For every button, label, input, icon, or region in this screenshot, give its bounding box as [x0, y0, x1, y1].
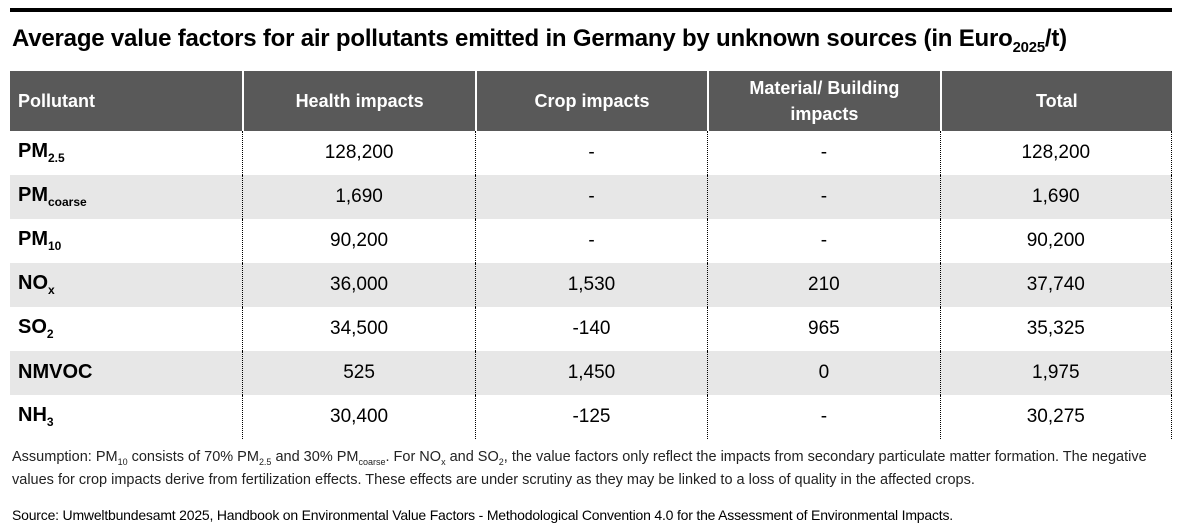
top-rule [10, 8, 1172, 12]
header-material-building-impacts: Material/ Building impacts [707, 70, 940, 131]
total-value: 1,975 [939, 350, 1172, 395]
pollutant-name: PM2.5 [18, 140, 65, 166]
total-value: 90,200 [939, 218, 1172, 263]
health-impacts-value: 30,400 [242, 394, 474, 439]
total-value: 37,740 [939, 262, 1172, 307]
total-value: 1,690 [939, 174, 1172, 219]
table-row-so2: SO2 34,500 -140 965 35,325 [10, 306, 1172, 351]
crop-impacts-value: - [474, 174, 708, 219]
table-row-pm10: PM10 90,200 - - 90,200 [10, 218, 1172, 263]
material-impacts-value: - [707, 130, 939, 175]
crop-impacts-value: -140 [474, 306, 707, 351]
total-value: 128,200 [939, 130, 1172, 175]
health-impacts-value: 525 [242, 350, 475, 395]
page-title: Average value factors for air pollutants… [12, 25, 1067, 56]
header-pollutant: Pollutant [10, 70, 243, 131]
pollutant-name: SO2 [18, 316, 54, 342]
table-row-nox: NOx 36,000 1,530 210 37,740 [10, 262, 1172, 307]
crop-impacts-value: - [474, 218, 707, 263]
source-line: Source: Umweltbundesamt 2025, Handbook o… [12, 506, 953, 523]
health-impacts-value: 1,690 [242, 174, 475, 219]
header-crop-impacts: Crop impacts [474, 70, 708, 131]
table-header-row: Pollutant Health impacts Crop impacts Ma… [10, 70, 1172, 131]
page: Average value factors for air pollutants… [0, 8, 1182, 523]
pollutant-name: PM10 [18, 228, 62, 254]
pollutant-name: NH3 [18, 404, 54, 430]
total-value: 30,275 [939, 394, 1172, 439]
material-impacts-value: - [707, 394, 939, 439]
material-impacts-value: - [707, 218, 939, 263]
material-impacts-value: 210 [707, 262, 940, 307]
table-row-pmcoarse: PMcoarse 1,690 - - 1,690 [10, 174, 1172, 219]
crop-impacts-value: 1,450 [474, 350, 708, 395]
header-health-impacts: Health impacts [242, 70, 475, 131]
table-row-nh3: NH3 30,400 -125 - 30,275 [10, 394, 1172, 439]
pollutant-name: NOx [10, 262, 243, 307]
health-impacts-value: 128,200 [242, 130, 474, 175]
total-value: 35,325 [939, 306, 1172, 351]
crop-impacts-value: -125 [474, 394, 707, 439]
pollutant-name: NMVOC [10, 350, 243, 395]
material-impacts-value: 0 [707, 350, 940, 395]
health-impacts-value: 34,500 [242, 306, 474, 351]
material-impacts-value: - [707, 174, 940, 219]
header-total: Total [939, 70, 1172, 131]
pollutant-name: PMcoarse [10, 174, 243, 219]
crop-impacts-value: 1,530 [474, 262, 708, 307]
material-impacts-value: 965 [707, 306, 939, 351]
table-row-nmvoc: NMVOC 525 1,450 0 1,975 [10, 350, 1172, 395]
health-impacts-value: 36,000 [242, 262, 475, 307]
assumption-footnote: Assumption: PM10 consists of 70% PM2.5 a… [12, 448, 1147, 489]
pollutant-factors-table: Pollutant Health impacts Crop impacts Ma… [10, 70, 1172, 439]
health-impacts-value: 90,200 [242, 218, 474, 263]
crop-impacts-value: - [474, 130, 707, 175]
table-row-pm25: PM2.5 128,200 - - 128,200 [10, 130, 1172, 175]
